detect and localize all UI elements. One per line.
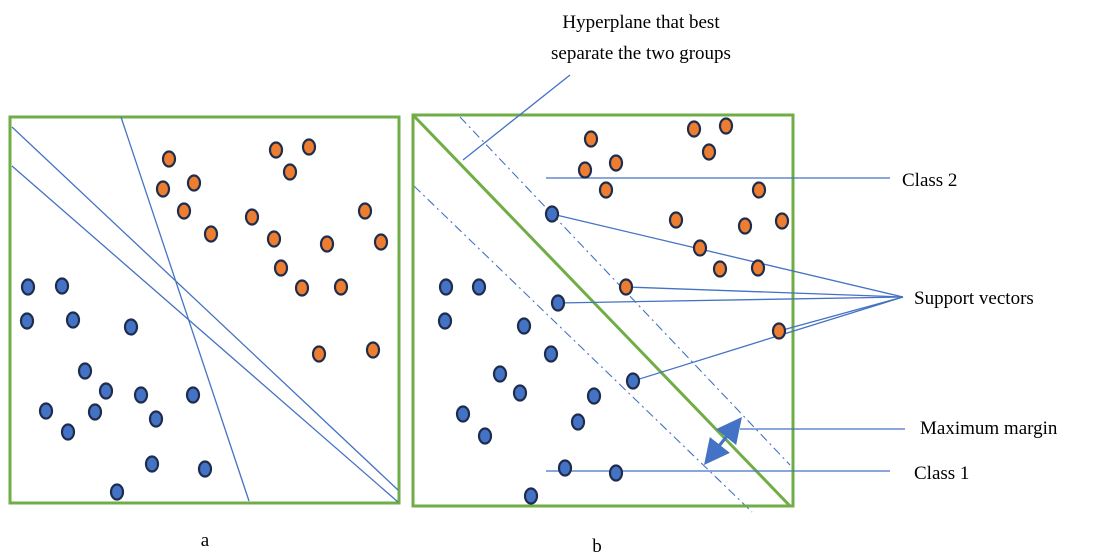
- class2-point: [186, 174, 202, 192]
- support-vector-point: [544, 205, 560, 223]
- panel-b-class2-points: [577, 117, 790, 340]
- hyperplane-line: [412, 114, 792, 508]
- support-vector-pointer-line: [632, 296, 904, 382]
- class1-point: [586, 387, 602, 405]
- class2-point: [357, 202, 373, 220]
- panel-a-label: a: [201, 530, 210, 551]
- margin-boundary-lower: [413, 185, 753, 513]
- class1-point: [123, 318, 139, 336]
- class1-point: [523, 487, 539, 505]
- class2-point: [686, 120, 702, 138]
- panel-a-frame: [8, 115, 401, 505]
- panel-b-frame: [411, 113, 795, 508]
- support-vector-point: [618, 278, 634, 296]
- panel-b: b: [411, 74, 905, 557]
- class2-point: [598, 181, 614, 199]
- class1-point: [471, 278, 487, 296]
- panel-b-class1-points: [437, 205, 641, 505]
- class1-point: [60, 423, 76, 441]
- class2-point: [774, 212, 790, 230]
- class2-point: [161, 150, 177, 168]
- class1-point: [543, 345, 559, 363]
- class1-point: [20, 278, 36, 296]
- class1-point: [570, 413, 586, 431]
- class2-point: [203, 225, 219, 243]
- class1-point: [608, 464, 624, 482]
- support-vector-pointer-line: [551, 213, 904, 298]
- hyperplane-label-line1: Hyperplane that best: [562, 12, 720, 33]
- margin-boundary-upper: [459, 116, 791, 466]
- class2-point: [577, 161, 593, 179]
- class1-point: [133, 386, 149, 404]
- candidate-separator-line: [11, 126, 399, 491]
- class2-point: [701, 143, 717, 161]
- class2-point: [282, 163, 298, 181]
- class2-point: [333, 278, 349, 296]
- class1-point: [19, 312, 35, 330]
- class1-point: [77, 362, 93, 380]
- class2-point: [155, 180, 171, 198]
- support-vectors-label: Support vectors: [914, 288, 1034, 309]
- class2-point: [718, 117, 734, 135]
- panel-a-candidate-separators: [11, 116, 399, 503]
- class2-point: [294, 279, 310, 297]
- class1-point: [455, 405, 471, 423]
- class1-point: [438, 278, 454, 296]
- class2-point: [583, 130, 599, 148]
- class1-point: [65, 311, 81, 329]
- class2-point: [373, 233, 389, 251]
- class1-point: [98, 382, 114, 400]
- class2-point: [268, 141, 284, 159]
- class2-point: [319, 235, 335, 253]
- class2-point: [311, 345, 327, 363]
- class2-label: Class 2: [902, 170, 957, 191]
- class1-point: [197, 460, 213, 478]
- class2-point: [668, 211, 684, 229]
- class2-point: [301, 138, 317, 156]
- class2-point: [176, 202, 192, 220]
- class1-point: [512, 384, 528, 402]
- class1-point: [477, 427, 493, 445]
- class1-point: [185, 386, 201, 404]
- class2-point: [273, 259, 289, 277]
- candidate-separator-line: [11, 165, 399, 503]
- support-vector-point: [771, 322, 787, 340]
- support-vector-pointer-line: [557, 296, 904, 304]
- candidate-separator-line: [120, 116, 250, 502]
- class2-point: [266, 230, 282, 248]
- class2-point: [692, 239, 708, 257]
- class1-point: [516, 317, 532, 335]
- class2-point: [365, 341, 381, 359]
- maximum-margin-arrow: [704, 416, 742, 466]
- class1-point: [148, 410, 164, 428]
- annotation-lines: [462, 74, 905, 472]
- panel-b-label: b: [592, 536, 602, 557]
- class1-point: [87, 403, 103, 421]
- class1-label: Class 1: [914, 463, 969, 484]
- hyperplane-pointer-line: [462, 74, 571, 161]
- maximum-margin-label: Maximum margin: [920, 418, 1058, 439]
- support-vector-pointer-line: [778, 296, 904, 332]
- class1-point: [437, 312, 453, 330]
- panel-a: a: [8, 115, 401, 551]
- class1-point: [557, 459, 573, 477]
- class2-point: [751, 181, 767, 199]
- class2-point: [244, 208, 260, 226]
- hyperplane-label-line2: separate the two groups: [551, 43, 731, 64]
- panel-a-class2-points: [155, 138, 389, 363]
- class1-point: [109, 483, 125, 501]
- class1-point: [54, 277, 70, 295]
- class2-point: [750, 259, 766, 277]
- class1-point: [144, 455, 160, 473]
- support-vector-point: [625, 372, 641, 390]
- support-vector-pointer-line: [625, 286, 904, 298]
- class1-point: [492, 365, 508, 383]
- class2-point: [712, 260, 728, 278]
- class1-point: [38, 402, 54, 420]
- class2-point: [608, 154, 624, 172]
- class2-point: [737, 217, 753, 235]
- panel-a-class1-points: [19, 277, 213, 501]
- support-vector-point: [550, 294, 566, 312]
